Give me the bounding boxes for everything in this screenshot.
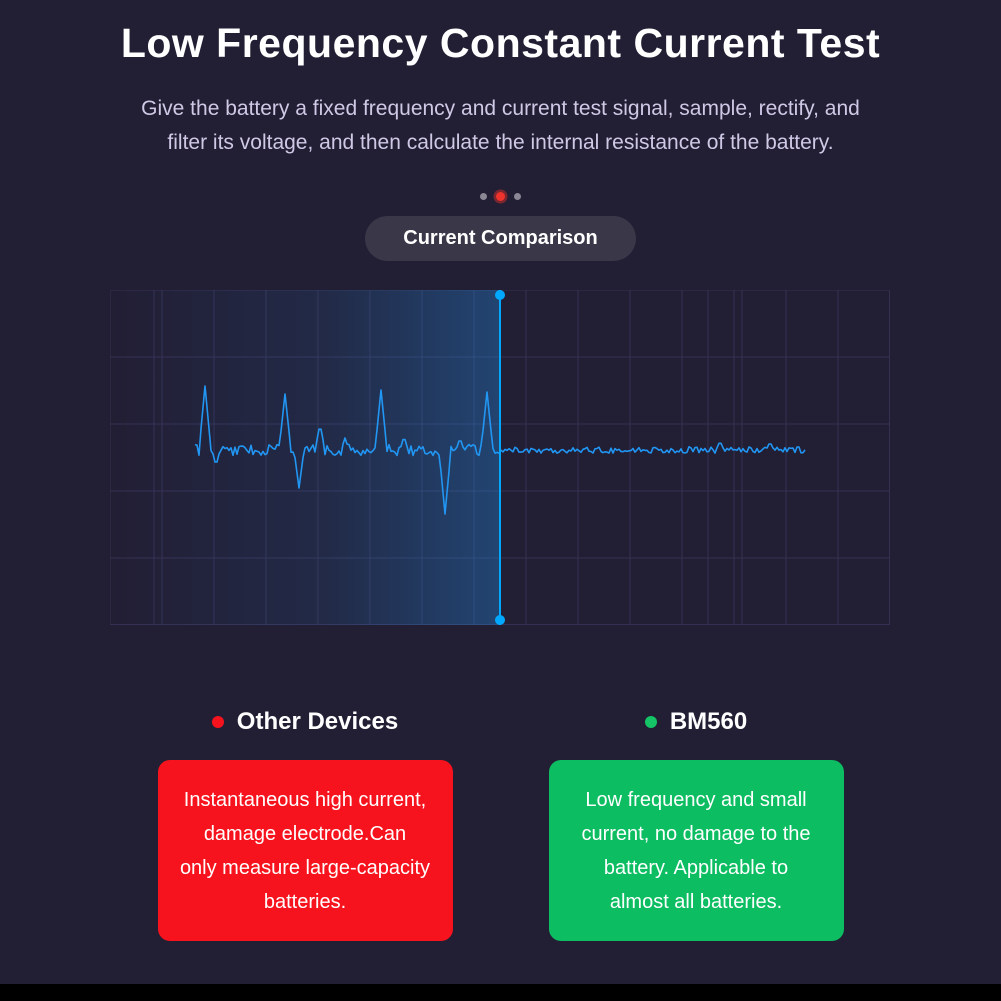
carousel-dot-0[interactable] bbox=[480, 192, 487, 200]
card-line: battery. Applicable to bbox=[603, 856, 789, 879]
bottom-bar bbox=[0, 984, 1001, 1001]
red-bullet-icon bbox=[211, 716, 224, 728]
legend-other-devices-label: Other Devices bbox=[236, 708, 399, 735]
page-subtitle: Give the battery a fixed frequency and c… bbox=[141, 97, 860, 154]
page-title: Low Frequency Constant Current Test bbox=[120, 20, 881, 66]
waveform-svg bbox=[110, 290, 890, 625]
carousel-dot-1[interactable] bbox=[496, 191, 505, 201]
card-line: damage electrode.Can bbox=[203, 822, 407, 845]
bm560-column: BM560 Low frequency and small current, n… bbox=[548, 706, 844, 941]
section-badge-label: Current Comparison bbox=[403, 227, 598, 249]
legend-other-devices: Other Devices bbox=[211, 706, 399, 738]
card-line: Low frequency and small bbox=[585, 788, 807, 811]
section-badge-wrap: Current Comparison bbox=[0, 216, 1001, 261]
other-devices-card: Instantaneous high current, damage elect… bbox=[157, 760, 453, 941]
carousel-dots bbox=[0, 188, 1001, 204]
green-bullet-icon bbox=[644, 716, 657, 728]
legend-bm560-label: BM560 bbox=[669, 708, 748, 735]
card-line: almost all batteries. bbox=[609, 890, 783, 913]
comparison-columns: Other Devices Instantaneous high current… bbox=[0, 706, 1001, 941]
card-line: Instantaneous high current, bbox=[183, 788, 427, 811]
bm560-card: Low frequency and small current, no dama… bbox=[548, 760, 844, 941]
waveform-chart bbox=[110, 290, 890, 625]
carousel-dot-2[interactable] bbox=[514, 192, 521, 200]
legend-bm560: BM560 bbox=[644, 706, 748, 738]
section-badge: Current Comparison bbox=[365, 216, 636, 261]
card-line: current, no damage to the bbox=[581, 822, 811, 845]
card-line: only measure large-capacity bbox=[179, 856, 431, 879]
card-line: batteries. bbox=[263, 890, 347, 913]
other-devices-column: Other Devices Instantaneous high current… bbox=[157, 706, 453, 941]
